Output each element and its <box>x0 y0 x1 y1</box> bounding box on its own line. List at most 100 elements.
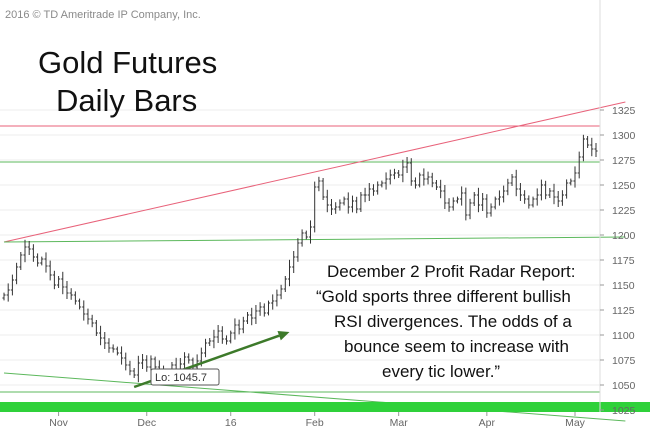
price-bar <box>359 192 363 212</box>
price-bar <box>325 189 329 213</box>
price-bar <box>586 136 590 148</box>
y-tick-label-1150: 1150 <box>612 280 635 292</box>
price-bar <box>376 181 380 195</box>
price-bar <box>497 190 502 206</box>
price-bar <box>258 302 262 316</box>
price-bar <box>224 335 229 345</box>
y-tick-label-1075: 1075 <box>612 355 636 367</box>
price-bar <box>329 199 334 215</box>
price-bar <box>510 174 514 186</box>
price-bar <box>334 202 338 214</box>
price-bar <box>476 187 481 213</box>
price-bar <box>65 281 69 299</box>
price-bar <box>531 196 535 208</box>
price-bar <box>73 291 77 305</box>
price-bar <box>296 238 300 262</box>
price-bar <box>229 330 233 344</box>
x-tick-label-May: May <box>565 417 586 429</box>
price-bar <box>418 172 422 188</box>
price-bar <box>90 314 94 328</box>
price-bar <box>61 271 65 295</box>
low-marker: Lo: 1045.7 <box>150 368 220 386</box>
price-bar <box>10 274 14 296</box>
price-bar <box>489 203 493 217</box>
price-bar <box>472 192 476 206</box>
price-bar <box>434 180 439 190</box>
price-bar <box>241 316 245 334</box>
price-bar <box>292 251 296 273</box>
price-bar <box>77 298 82 310</box>
price-bar <box>6 283 10 302</box>
price-bar <box>145 355 149 372</box>
x-tick-label-Dec: Dec <box>137 417 156 429</box>
price-bar <box>443 185 447 209</box>
support-resistance-lines <box>0 101 626 422</box>
price-bar <box>250 307 254 326</box>
price-bar <box>460 186 464 206</box>
price-bar <box>48 260 52 281</box>
price-bar <box>481 193 485 211</box>
x-tick-label-Nov: Nov <box>49 417 68 429</box>
price-bar <box>485 194 489 218</box>
price-bar <box>355 196 359 214</box>
y-tick-label-1325: 1325 <box>612 105 636 117</box>
price-bar <box>44 252 48 273</box>
x-axis-ticks: Nov Dec 16 Feb Mar Apr May <box>49 412 586 429</box>
price-bar <box>346 192 350 214</box>
chart-title-line-1: Gold Futures <box>38 45 217 80</box>
annotation-line-2: “Gold sports three different bullish <box>316 287 571 306</box>
price-bar <box>544 180 548 200</box>
price-bar <box>304 230 308 240</box>
y-axis-ticks: 1025 1050 1075 1100 1125 1150 1175 1200 1225 1250… <box>600 105 636 417</box>
price-bar <box>317 176 321 192</box>
price-bar <box>455 196 460 204</box>
price-bar <box>275 289 279 307</box>
price-bar <box>590 137 594 157</box>
price-bar <box>271 294 275 310</box>
price-bar <box>363 187 367 203</box>
price-bar <box>69 288 73 300</box>
price-bar <box>94 320 98 336</box>
price-bar <box>388 169 392 185</box>
price-bar <box>422 168 426 186</box>
price-bar <box>182 352 187 369</box>
grid-lines <box>0 109 600 411</box>
price-bar <box>405 157 409 173</box>
price-bar <box>539 179 544 201</box>
low-marker-box <box>150 368 220 386</box>
x-tick-label-Mar: Mar <box>390 417 409 429</box>
annotation-line-3: RSI divergences. The odds of a <box>334 312 572 331</box>
price-bar <box>82 300 86 321</box>
price-bar <box>111 344 115 353</box>
price-bar <box>560 190 565 206</box>
x-tick-label-16: 16 <box>225 417 237 429</box>
price-bar <box>502 185 506 203</box>
price-bar <box>107 338 111 353</box>
price-bar <box>149 355 153 371</box>
price-bar <box>439 179 443 199</box>
price-bar <box>262 303 266 317</box>
x-tick-label-Feb: Feb <box>306 417 324 429</box>
annotation-line-1: December 2 Profit Radar Report: <box>327 262 576 281</box>
price-bar <box>27 241 31 255</box>
price-bar <box>565 179 569 199</box>
price-bar <box>342 196 346 206</box>
price-bar <box>523 190 527 204</box>
y-tick-label-1050: 1050 <box>612 380 636 392</box>
price-bar <box>216 325 220 343</box>
price-bar <box>40 256 44 266</box>
price-bar <box>581 134 586 162</box>
y-tick-label-1025: 1025 <box>612 405 636 417</box>
copyright-text: 2016 © TD Ameritrade IP Company, Inc. <box>5 9 201 21</box>
price-bar <box>594 143 598 157</box>
y-tick-label-1275: 1275 <box>612 155 636 167</box>
price-bar <box>203 338 208 358</box>
y-tick-label-1300: 1300 <box>612 130 636 142</box>
price-bar <box>321 178 325 200</box>
price-bar <box>128 360 132 376</box>
price-bar <box>548 188 552 198</box>
price-bar <box>430 172 434 188</box>
price-bar <box>447 198 451 212</box>
price-bar <box>392 168 397 180</box>
price-bar <box>187 353 191 364</box>
